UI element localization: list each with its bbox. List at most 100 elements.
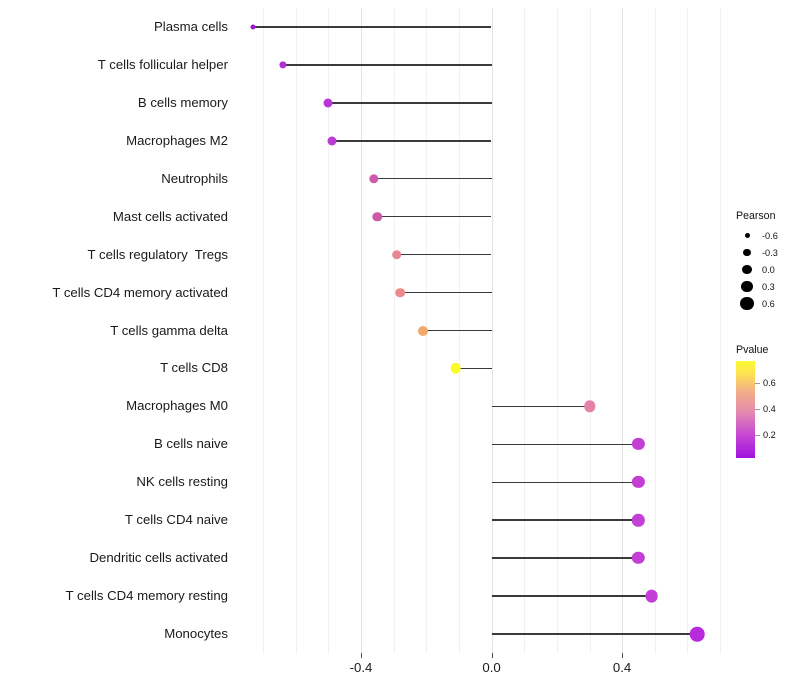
lollipop-dot[interactable] [250,24,256,30]
size-legend-dot [736,280,758,293]
size-legend-dot [736,248,758,257]
gradient-tick-label: 0.2 [763,430,776,440]
lollipop-row[interactable] [237,349,720,387]
lollipop-dot[interactable] [645,589,658,603]
gradient-tick [755,435,760,436]
size-legend-dot [736,233,758,238]
lollipop-row[interactable] [237,463,720,501]
lollipop-stem [491,443,639,446]
lollipop-stem [423,329,492,332]
y-axis-tick-label: T cells gamma delta [110,322,228,338]
size-legend-label: 0.6 [762,298,775,309]
lollipop-row[interactable] [237,84,720,122]
gridline-major [622,8,624,653]
y-axis-tick-label: NK cells resting [136,474,228,490]
lollipop-stem [282,64,492,66]
lollipop-stem [455,367,492,370]
gridline-minor [295,8,297,653]
lollipop-dot[interactable] [418,325,428,336]
lollipop-dot[interactable] [395,287,405,298]
lollipop-dot[interactable] [632,513,645,527]
lollipop-stem [400,291,492,294]
gradient-tick-label: 0.4 [763,404,776,414]
size-legend-item: 0.0 [736,261,800,278]
gridline-minor [654,8,656,653]
y-axis-labels: Plasma cells T cells follicular helper B c… [0,8,228,653]
gridline-minor [263,8,265,653]
lollipop-row[interactable] [237,198,720,236]
size-legend: Pearson -0.6 -0.3 0.0 0.3 0.6 [736,210,800,312]
lollipop-row[interactable] [237,577,720,615]
y-axis-tick-label: T cells CD4 memory activated [52,284,228,300]
lollipop-row[interactable] [237,387,720,425]
lollipop-row[interactable] [237,160,720,198]
gridline-minor [589,8,591,653]
lollipop-dot[interactable] [450,363,461,374]
lollipop-dot[interactable] [689,626,705,642]
x-axis-tick [491,653,493,658]
size-legend-label: 0.3 [762,281,775,292]
gridline-minor [328,8,330,653]
size-legend-label: 0.0 [762,264,775,275]
y-axis-tick-label: Monocytes [164,626,228,641]
lollipop-stem [374,177,492,180]
y-axis-tick-label: T cells CD4 naive [124,512,228,528]
lollipop-row[interactable] [237,274,720,312]
lollipop-dot[interactable] [632,551,645,565]
y-axis-tick-label: Neutrophils [161,170,228,186]
y-axis-tick-label: B cells naive [153,436,228,452]
lollipop-dot[interactable] [372,211,382,222]
lollipop-stem [253,26,492,28]
lollipop-dot[interactable] [392,249,402,260]
lollipop-stem [491,633,698,635]
lollipop-stem [491,405,590,408]
lollipop-dot[interactable] [327,136,337,146]
size-legend-dot [736,264,758,275]
y-axis-tick-label: Plasma cells [153,19,228,34]
lollipop-dot[interactable] [632,476,645,489]
lollipop-row[interactable] [237,8,720,46]
color-legend-title: Pvalue [736,344,769,356]
lollipop-dot[interactable] [279,61,287,69]
lollipop-dot[interactable] [632,438,645,451]
lollipop-row[interactable] [237,236,720,274]
lollipop-row[interactable] [237,425,720,463]
lollipop-row[interactable] [237,615,720,653]
lollipop-stem [491,481,639,484]
lollipop-row[interactable] [237,46,720,84]
x-axis-tick [361,653,362,658]
lollipop-dot[interactable] [369,173,379,184]
lollipop-row[interactable] [237,501,720,539]
lollipop-stem [377,215,492,218]
x-axis-tick-label: -0.4 [349,660,373,675]
y-axis-tick-label: Mast cells activated [112,208,228,224]
lollipop-stem [491,557,639,559]
y-axis-tick-label: B cells memory [137,94,228,110]
lollipop-stem [491,595,652,597]
gridline-minor [720,8,721,653]
lollipop-dot[interactable] [323,98,333,108]
size-legend-item: 0.6 [736,295,800,312]
gridline-minor [393,8,395,653]
size-legend-item: -0.3 [736,244,800,261]
lollipop-dot[interactable] [583,400,596,413]
lollipop-row[interactable] [237,312,720,350]
lollipop-row[interactable] [237,539,720,577]
gridline-minor [524,8,526,653]
x-axis-tick [622,653,624,658]
size-legend-dot [736,296,758,311]
size-legend-label: -0.6 [762,230,778,241]
size-legend-label: -0.3 [762,247,778,258]
gradient-tick [755,383,760,384]
y-axis-tick-label: Macrophages M0 [126,398,228,414]
gridline-minor [687,8,689,653]
y-axis-tick-label: Macrophages M2 [126,132,228,148]
gridline-major [491,8,493,653]
gridline-minor [556,8,558,653]
plot-panel [237,8,721,653]
pvalue-gradient-ticks: 0.6 0.4 0.2 [755,361,797,458]
lollipop-stem [491,519,639,521]
lollipop-row[interactable] [237,122,720,160]
gradient-tick-label: 0.6 [763,378,776,388]
lollipop-stem [328,102,492,104]
